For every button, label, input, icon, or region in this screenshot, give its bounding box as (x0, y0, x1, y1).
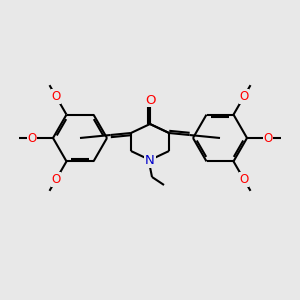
Text: O: O (239, 90, 249, 103)
Text: O: O (27, 131, 37, 145)
Text: O: O (239, 173, 249, 186)
Text: O: O (51, 173, 61, 186)
Text: O: O (263, 131, 273, 145)
Text: N: N (145, 154, 155, 167)
Text: O: O (145, 94, 155, 106)
Text: O: O (51, 90, 61, 103)
